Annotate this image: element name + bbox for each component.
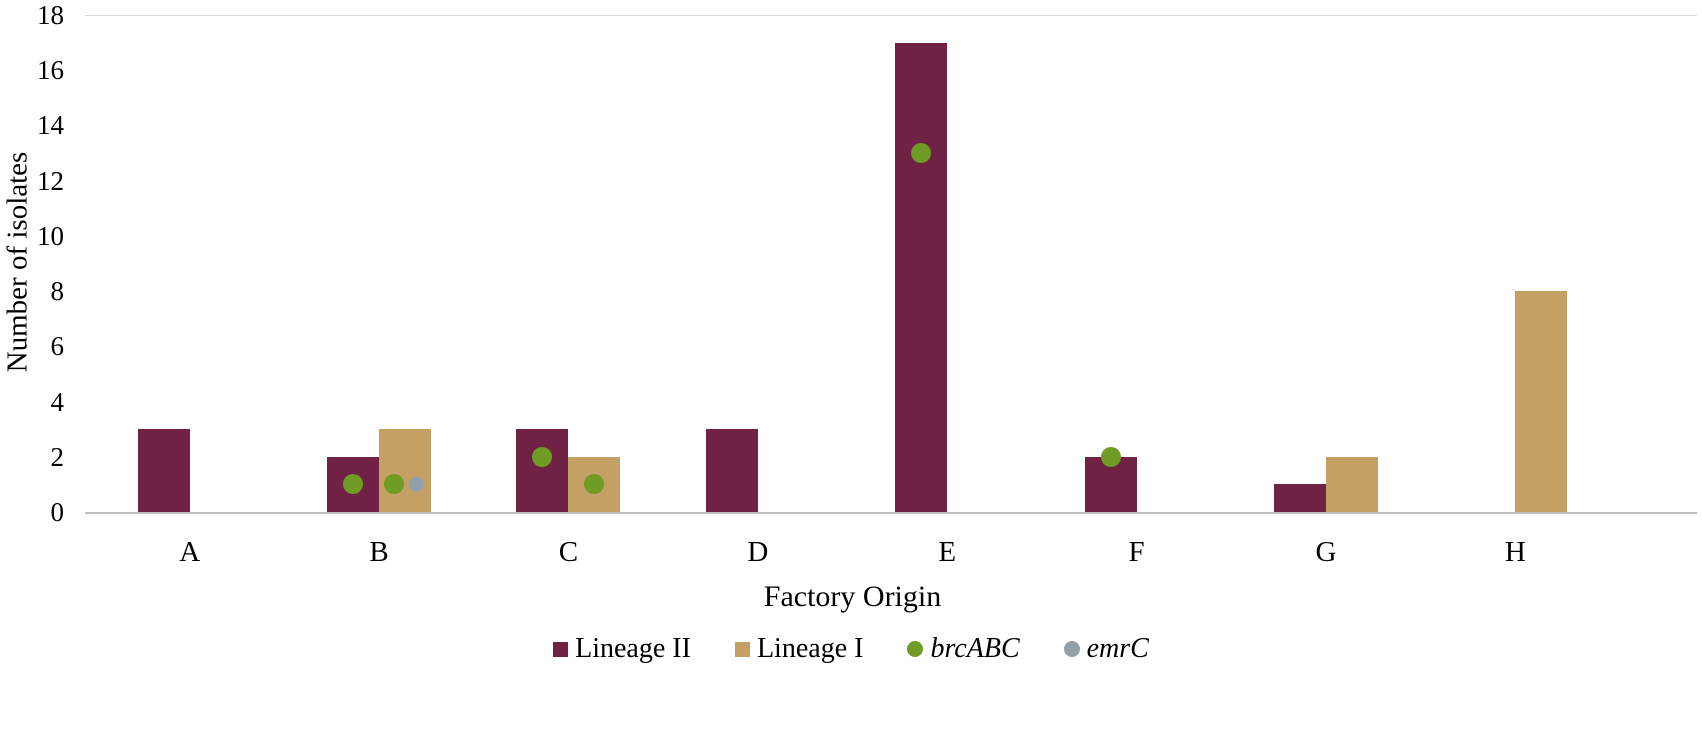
legend-circle-icon	[1063, 641, 1080, 657]
brcABC-dot-E	[911, 143, 932, 164]
bar-lineage-i-H	[1515, 291, 1568, 512]
legend-item-lineage-ii: Lineage II	[553, 633, 691, 665]
bar-lineage-i-G	[1325, 456, 1378, 512]
brcABC-dot-B	[343, 474, 364, 495]
legend: Lineage II Lineage I brcABC emrC	[0, 633, 1702, 665]
bar-lineage-ii-E	[895, 42, 948, 512]
bar-lineage-i-B	[379, 429, 432, 512]
y-tick-label: 10	[37, 220, 64, 251]
x-axis-baseline	[85, 512, 1697, 514]
x-axis-title: Factory Origin	[763, 580, 942, 613]
x-label-B: B	[369, 536, 389, 568]
y-tick-label: 14	[37, 110, 64, 141]
y-tick-label: 0	[50, 497, 65, 527]
x-label-H: H	[1504, 536, 1526, 568]
legend-circle-icon	[907, 641, 924, 657]
legend-square-icon	[734, 641, 750, 657]
x-label-A: A	[179, 536, 201, 568]
x-label-C: C	[558, 536, 579, 568]
bar-lineage-ii-G	[1273, 484, 1326, 512]
legend-square-icon	[553, 641, 569, 657]
legend-item-brcabc: brcABC	[907, 633, 1020, 665]
legend-item-emrc: emrC	[1063, 633, 1149, 665]
legend-label: brcABC	[930, 633, 1020, 664]
y-tick-label: 12	[37, 165, 64, 196]
x-label-D: D	[747, 536, 769, 568]
brcABC-dot-C	[584, 474, 605, 495]
y-tick-label: 16	[37, 55, 64, 86]
brcABC-dot-F	[1100, 446, 1121, 467]
x-label-G: G	[1315, 536, 1337, 568]
bar-lineage-ii-C	[516, 429, 569, 512]
legend-label: Lineage I	[756, 633, 864, 664]
bar-lineage-ii-D	[705, 429, 758, 512]
gridline-top	[85, 15, 1697, 16]
legend-label: Lineage II	[575, 633, 691, 664]
brcABC-dot-B	[384, 474, 405, 495]
y-tick-label: 6	[50, 331, 65, 362]
y-tick-label: 8	[50, 276, 65, 307]
x-label-F: F	[1128, 536, 1145, 568]
x-label-E: E	[938, 536, 957, 568]
emrC-dot-B	[408, 476, 424, 492]
brcABC-dot-C	[532, 446, 553, 467]
bar-lineage-ii-A	[137, 429, 190, 512]
legend-label: emrC	[1086, 633, 1149, 664]
legend-item-lineage-i: Lineage I	[734, 633, 864, 665]
y-tick-label: 4	[50, 386, 65, 417]
y-tick-label: 18	[37, 0, 64, 30]
y-tick-label: 2	[50, 441, 65, 472]
